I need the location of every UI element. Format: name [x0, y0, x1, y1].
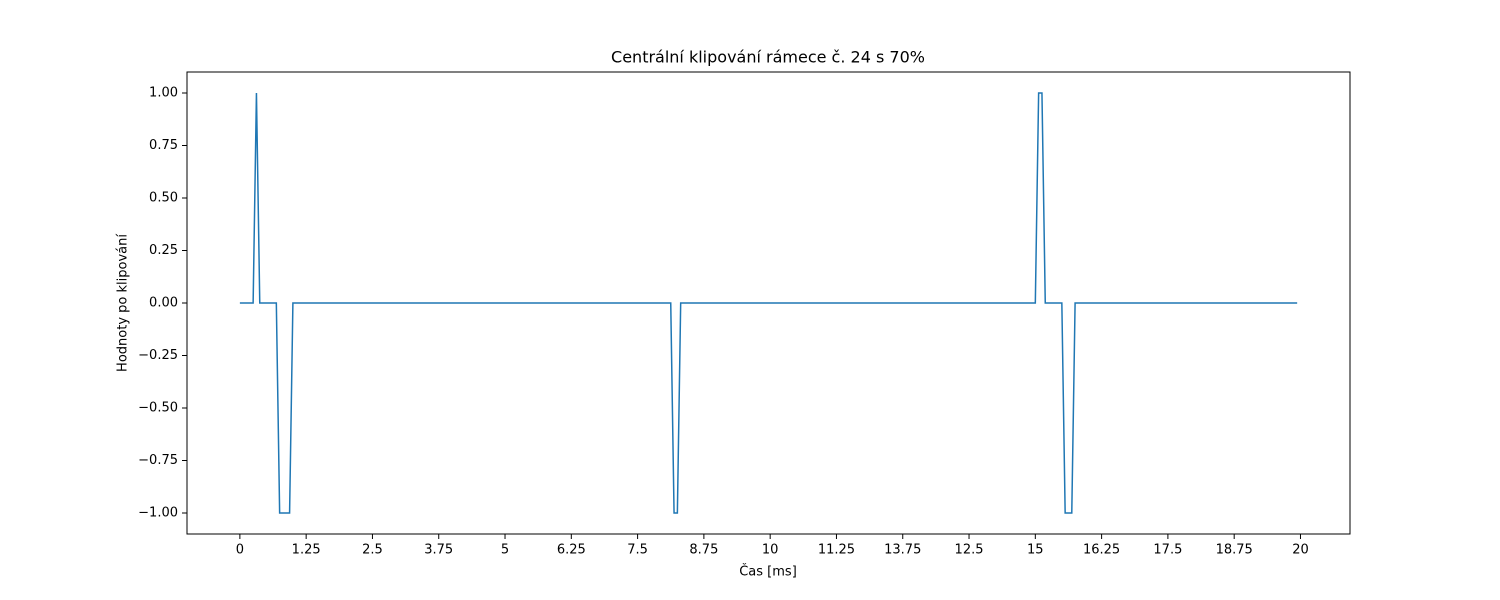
- x-tick-label: 8.75: [689, 543, 718, 558]
- x-tick-label: 10: [762, 543, 779, 558]
- y-axis-label: Hodnoty po klipování: [116, 234, 131, 372]
- x-tick-label: 5: [501, 543, 509, 558]
- x-tick-label: 20: [1292, 543, 1309, 558]
- x-axis-label: Čas [ms]: [739, 564, 797, 580]
- y-tick-label: −0.25: [138, 348, 178, 363]
- x-tick-label: 16.25: [1083, 543, 1120, 558]
- y-tick-label: 0.00: [149, 296, 178, 311]
- y-tick-label: −1.00: [138, 506, 178, 521]
- y-tick-label: −0.75: [138, 453, 178, 468]
- x-tick-label: 3.75: [424, 543, 453, 558]
- y-tick-label: 0.25: [149, 243, 178, 258]
- x-tick-label: 17.5: [1153, 543, 1182, 558]
- x-tick-label: 7.5: [627, 543, 648, 558]
- x-tick-label: 0: [236, 543, 244, 558]
- chart-title: Centrální klipování rámece č. 24 s 70%: [611, 48, 925, 67]
- x-tick-label: 15: [1027, 543, 1044, 558]
- x-tick-label: 2.5: [362, 543, 383, 558]
- y-tick-label: 0.75: [149, 138, 178, 153]
- x-tick-label: 11.25: [818, 543, 855, 558]
- x-tick-label: 6.25: [557, 543, 586, 558]
- y-tick-label: −0.50: [138, 401, 178, 416]
- x-tick-label: 13.75: [884, 543, 921, 558]
- x-tick-label: 1.25: [292, 543, 321, 558]
- plot-frame: [186, 71, 1351, 535]
- y-tick-label: 1.00: [149, 86, 178, 101]
- x-tick-label: 12.5: [955, 543, 984, 558]
- y-tick-label: 0.50: [149, 191, 178, 206]
- data-line: [239, 92, 1298, 514]
- x-tick-label: 18.75: [1216, 543, 1253, 558]
